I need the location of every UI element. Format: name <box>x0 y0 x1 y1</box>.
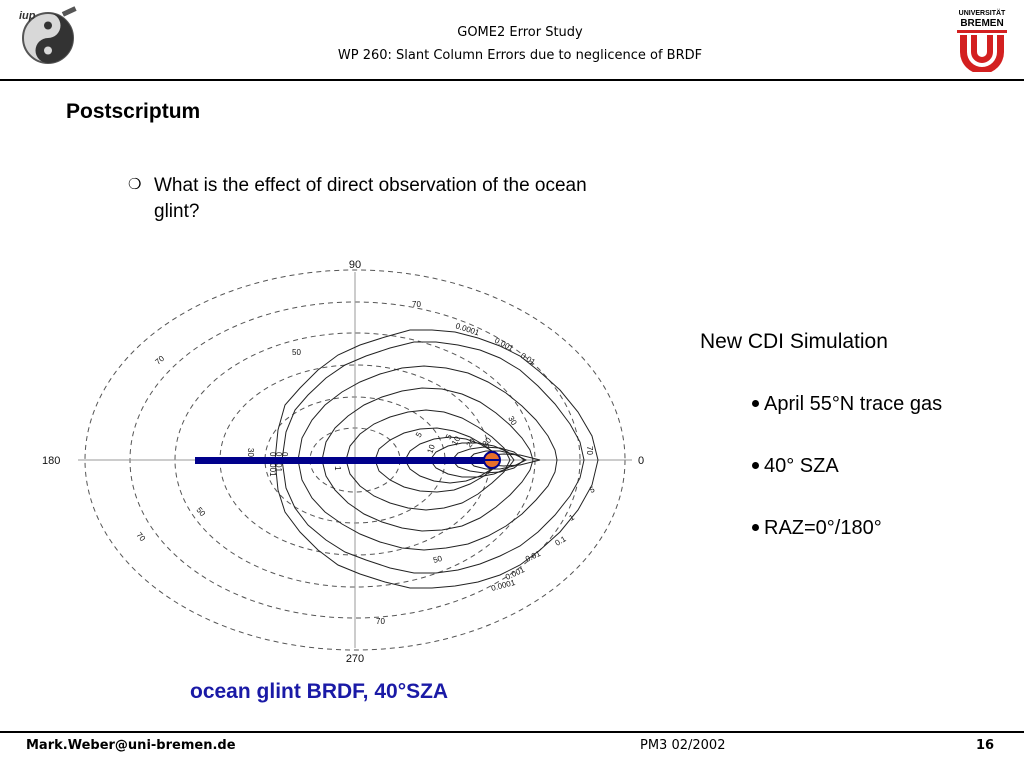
contour-line <box>321 387 534 532</box>
polar-contour-plot: 0.0001 0.001 0.01 30 5 10 20 30 5 10 70 … <box>42 259 644 665</box>
azimuth-label-right: 0 <box>638 455 644 467</box>
contour-label: 0.0001 <box>490 578 516 593</box>
uni-bremen-logo: UNIVERSITÄT BREMEN <box>952 6 1012 74</box>
footer-rule <box>0 731 1024 733</box>
contour-line <box>429 442 515 478</box>
zenith-label: 70 <box>412 300 421 309</box>
contour-label: 0.01 <box>519 351 537 367</box>
azimuth-labels: 90 180 0 270 <box>42 259 644 665</box>
iup-logo: iup <box>16 6 80 66</box>
contour-label: 30 <box>506 415 519 428</box>
iup-logo-text: iup <box>19 10 36 22</box>
logo-text-universitaet: UNIVERSITÄT <box>959 9 1006 17</box>
bullet-item: April 55°N trace gas <box>752 393 942 416</box>
bullet-item: RAZ=0°/180° <box>752 517 882 540</box>
contour-label: 20 <box>465 436 478 449</box>
contour-label: 5 <box>589 485 597 495</box>
contour-line <box>345 409 511 511</box>
contour-line <box>281 341 585 574</box>
document-title: GOME2 Error Study <box>457 25 583 40</box>
contour-label: 0.01 <box>524 549 542 564</box>
slide-heading: Postscriptum <box>66 100 201 123</box>
question-text: What is the effect of direct observation… <box>154 175 587 222</box>
azimuth-label-left: 180 <box>42 455 60 467</box>
contour-line <box>274 329 599 589</box>
contour-label: 30 <box>246 448 255 457</box>
bullet-dot-icon <box>752 523 759 531</box>
side-title: New CDI Simulation <box>700 330 888 353</box>
bullet-dot-icon <box>752 399 759 407</box>
contour-line <box>451 446 525 474</box>
document-subtitle: WP 260: Slant Column Errors due to negli… <box>337 48 703 63</box>
contour-line <box>297 365 558 551</box>
contour-label: 0.0001 <box>268 452 277 477</box>
contour-label: 0.001 <box>493 336 515 354</box>
question-bullet-icon: ❍ <box>128 176 142 193</box>
plot-caption: ocean glint BRDF, 40°SZA <box>190 680 449 703</box>
contour-label: 10 <box>425 443 437 455</box>
contour-label: 5 <box>414 430 424 439</box>
contour-label: 1 <box>568 512 577 522</box>
footer-date: PM3 02/2002 <box>640 738 726 753</box>
contour-label: 50 <box>432 554 443 565</box>
zenith-label: 70 <box>154 354 167 367</box>
footer-page-number: 16 <box>976 738 995 753</box>
header-rule <box>0 79 1024 81</box>
contour-label: 70 <box>585 446 594 455</box>
zenith-label: 50 <box>194 506 207 519</box>
bullet-item: 40° SZA <box>752 455 839 478</box>
contour-label: 5 <box>444 432 454 441</box>
logo-text-bremen: BREMEN <box>960 18 1003 29</box>
contour-line <box>467 450 528 470</box>
zenith-label: 50 <box>292 348 301 357</box>
contour-label: 1 <box>333 466 342 471</box>
zenith-label: 70 <box>376 617 385 626</box>
azimuth-label-bottom: 270 <box>346 653 364 665</box>
footer-email: Mark.Weber@uni-bremen.de <box>26 738 236 753</box>
bullet-dot-icon <box>752 461 759 469</box>
zenith-label: 70 <box>134 531 147 544</box>
azimuth-label-top: 90 <box>349 259 361 271</box>
observation-line <box>195 457 497 464</box>
